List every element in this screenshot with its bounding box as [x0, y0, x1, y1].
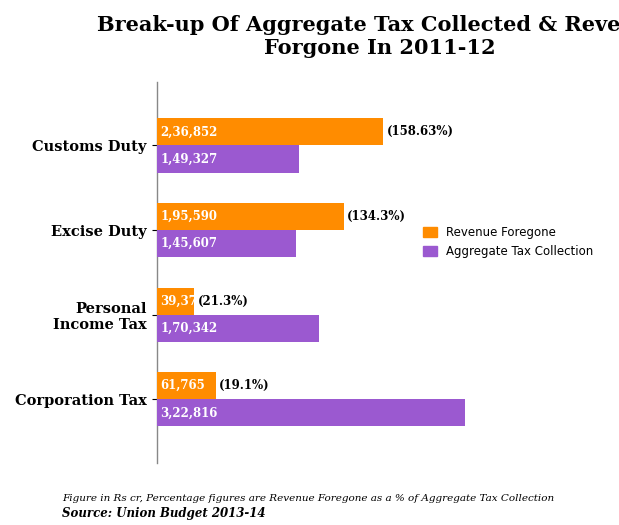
Text: 39,375: 39,375: [160, 295, 206, 308]
Text: 1,45,607: 1,45,607: [160, 237, 217, 250]
Bar: [157, 145, 300, 173]
Bar: [157, 372, 215, 400]
Title: Break-up Of Aggregate Tax Collected & Revenue
Forgone In 2011-12: Break-up Of Aggregate Tax Collected & Re…: [97, 15, 619, 58]
Text: (21.3%): (21.3%): [198, 295, 249, 308]
Bar: [157, 314, 319, 342]
Text: 61,765: 61,765: [160, 379, 205, 392]
Text: 1,49,327: 1,49,327: [160, 152, 218, 165]
Text: (158.63%): (158.63%): [387, 125, 454, 139]
Text: (19.1%): (19.1%): [219, 379, 270, 392]
Bar: [157, 118, 383, 145]
Bar: [157, 288, 194, 314]
Text: (134.3%): (134.3%): [347, 210, 406, 223]
Bar: [157, 203, 344, 230]
Text: Source: Union Budget 2013-14: Source: Union Budget 2013-14: [62, 507, 266, 520]
Legend: Revenue Foregone, Aggregate Tax Collection: Revenue Foregone, Aggregate Tax Collecti…: [418, 221, 598, 262]
Text: 3,22,816: 3,22,816: [160, 406, 218, 419]
Text: Figure in Rs cr, Percentage figures are Revenue Foregone as a % of Aggregate Tax: Figure in Rs cr, Percentage figures are …: [62, 495, 554, 503]
Text: 1,70,342: 1,70,342: [160, 322, 218, 335]
Bar: [157, 230, 296, 257]
Text: 1,95,590: 1,95,590: [160, 210, 217, 223]
Bar: [157, 400, 465, 426]
Text: 2,36,852: 2,36,852: [160, 125, 218, 139]
